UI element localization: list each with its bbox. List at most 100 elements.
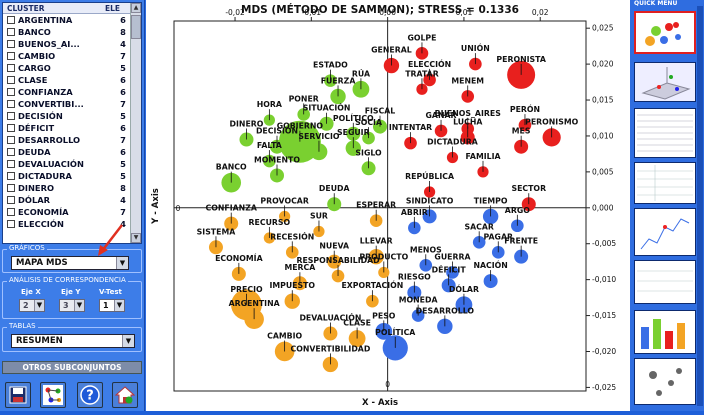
list-item[interactable]: DICTADURA 5 — [3, 170, 141, 182]
checkbox[interactable] — [7, 184, 15, 192]
checkbox[interactable] — [7, 136, 15, 144]
point-label: SECTOR — [511, 184, 546, 193]
thumb-bars-5[interactable] — [634, 310, 696, 354]
list-item[interactable]: DEVALUACIÓN 5 — [3, 158, 141, 170]
cluster-count: 8 — [120, 183, 126, 193]
checkbox[interactable] — [7, 64, 15, 72]
chevron-down-icon[interactable]: ▼ — [34, 300, 44, 311]
point-label: GOBIERNO — [277, 122, 324, 131]
chevron-down-icon[interactable]: ▼ — [122, 335, 134, 347]
thumb-table-1[interactable] — [634, 108, 696, 158]
network-button[interactable] — [40, 382, 66, 408]
cluster-count: 5 — [120, 171, 126, 181]
cluster-name: DINERO — [18, 183, 55, 193]
point-label: UNIÓN — [461, 44, 490, 53]
list-item[interactable]: CAMBIO 7 — [3, 50, 141, 62]
list-item[interactable]: DEUDA 6 — [3, 146, 141, 158]
graficos-select[interactable]: MAPA MDS ▼ — [11, 256, 129, 270]
thumb-table-2[interactable] — [634, 162, 696, 204]
point-green — [310, 143, 328, 161]
checkbox[interactable] — [7, 220, 15, 228]
list-item[interactable]: BANCO 8 — [3, 26, 141, 38]
point-label: ELECCIÓN — [408, 60, 451, 69]
tablas-select[interactable]: RESUMEN ▼ — [11, 334, 135, 348]
point-label: PERONISMO — [525, 117, 578, 126]
thumb-3d-plot[interactable] — [634, 62, 696, 102]
checkbox[interactable] — [7, 76, 15, 84]
list-item[interactable]: CONFIANZA 6 — [3, 86, 141, 98]
checkbox[interactable] — [7, 100, 15, 108]
list-item[interactable]: ECONOMÍA 7 — [3, 206, 141, 218]
header-ele[interactable]: ELE — [105, 4, 121, 13]
vtest-label: V-Test — [99, 288, 122, 296]
checkbox[interactable] — [7, 28, 15, 36]
chevron-down-icon[interactable]: ▼ — [74, 300, 84, 311]
cluster-name: BUENOS_AI... — [18, 39, 80, 49]
analisis-title: ANÁLISIS DE CORRESPONDENCIA — [7, 276, 128, 284]
list-item[interactable]: CONVERTIBI... 7 — [3, 98, 141, 110]
arrow-annotation-icon — [98, 224, 123, 256]
checkbox[interactable] — [7, 148, 15, 156]
otros-subconjuntos-button[interactable]: OTROS SUBCONJUNTOS — [2, 361, 142, 374]
analisis-group: ANÁLISIS DE CORRESPONDENCIA Eje X Eje Y … — [2, 276, 142, 319]
list-item[interactable]: ELECCIÓN 4 — [3, 218, 141, 230]
point-label: MES — [512, 127, 531, 136]
mds-chart[interactable]: MDS (MÉTODO DE SAMMON); STRESS = 0.1336 -… — [146, 0, 630, 411]
eje-x-select[interactable]: 2 ▼ — [19, 299, 45, 312]
quick-menu-scrollbar[interactable] — [697, 6, 703, 406]
list-item[interactable]: BUENOS_AI... 4 — [3, 38, 141, 50]
scroll-down-icon[interactable]: ▼ — [131, 233, 141, 243]
save-button[interactable] — [5, 382, 31, 408]
checkbox[interactable] — [7, 196, 15, 204]
checkbox[interactable] — [7, 40, 15, 48]
checkbox[interactable] — [7, 88, 15, 96]
eje-y-select[interactable]: 3 ▼ — [59, 299, 85, 312]
list-item[interactable]: DESARROLLO 7 — [3, 134, 141, 146]
checkbox[interactable] — [7, 208, 15, 216]
scroll-up-icon[interactable]: ▲ — [131, 3, 141, 13]
checkbox[interactable] — [7, 124, 15, 132]
list-item[interactable]: ARGENTINA 6 — [3, 14, 141, 26]
list-item[interactable]: DÉFICIT 6 — [3, 122, 141, 134]
checkbox[interactable] — [7, 112, 15, 120]
x-axis-label: X - Axis — [362, 398, 398, 408]
thumb-chart-3[interactable] — [634, 208, 696, 256]
y-tick-label: 0,025 — [592, 24, 614, 33]
checkbox[interactable] — [7, 172, 15, 180]
thumb-mds-map[interactable] — [634, 11, 696, 54]
checkbox[interactable] — [7, 52, 15, 60]
list-item[interactable]: DINERO 8 — [3, 182, 141, 194]
home-button[interactable] — [112, 382, 138, 408]
point-label: MENEM — [451, 76, 484, 85]
scroll-thumb[interactable] — [131, 15, 141, 39]
thumb-map-6[interactable] — [634, 358, 696, 405]
chart-title: MDS (MÉTODO DE SAMMON); STRESS = 0.1336 — [241, 3, 519, 16]
point-label: MENOS — [410, 245, 442, 254]
thumb-table-4[interactable] — [634, 260, 696, 304]
y-tick-label: 0,015 — [592, 96, 614, 105]
list-item[interactable]: CARGO 5 — [3, 62, 141, 74]
list-item[interactable]: DÓLAR 4 — [3, 194, 141, 206]
checkbox[interactable] — [7, 160, 15, 168]
point-label: CLASE — [343, 319, 371, 328]
y-tick-label: -0,025 — [592, 383, 616, 392]
list-scrollbar[interactable]: ▲ ▼ — [130, 3, 141, 243]
mds-chart-area[interactable]: MDS (MÉTODO DE SAMMON); STRESS = 0.1336 -… — [146, 0, 630, 411]
cluster-list[interactable]: CLUSTER ELE ARGENTINA 6 BANCO 8 BUENOS_AI...… — [2, 2, 142, 244]
cluster-name: DESARROLLO — [18, 135, 81, 145]
list-item[interactable]: DECISIÓN 5 — [3, 110, 141, 122]
point-label: SACAR — [464, 222, 493, 231]
point-label: PROVOCAR — [260, 196, 308, 205]
point-label: CAMBIO — [267, 331, 302, 340]
chevron-down-icon[interactable]: ▼ — [116, 257, 128, 269]
header-cluster[interactable]: CLUSTER — [7, 4, 45, 13]
svg-text:?: ? — [86, 389, 94, 404]
point-label: FISCAL — [365, 107, 396, 116]
help-button[interactable]: ? — [77, 382, 103, 408]
point-label: SIGLO — [355, 148, 382, 157]
vtest-select[interactable]: 1 ▼ — [99, 299, 125, 312]
chevron-down-icon[interactable]: ▼ — [114, 300, 124, 311]
list-item[interactable]: CLASE 6 — [3, 74, 141, 86]
checkbox[interactable] — [7, 16, 15, 24]
